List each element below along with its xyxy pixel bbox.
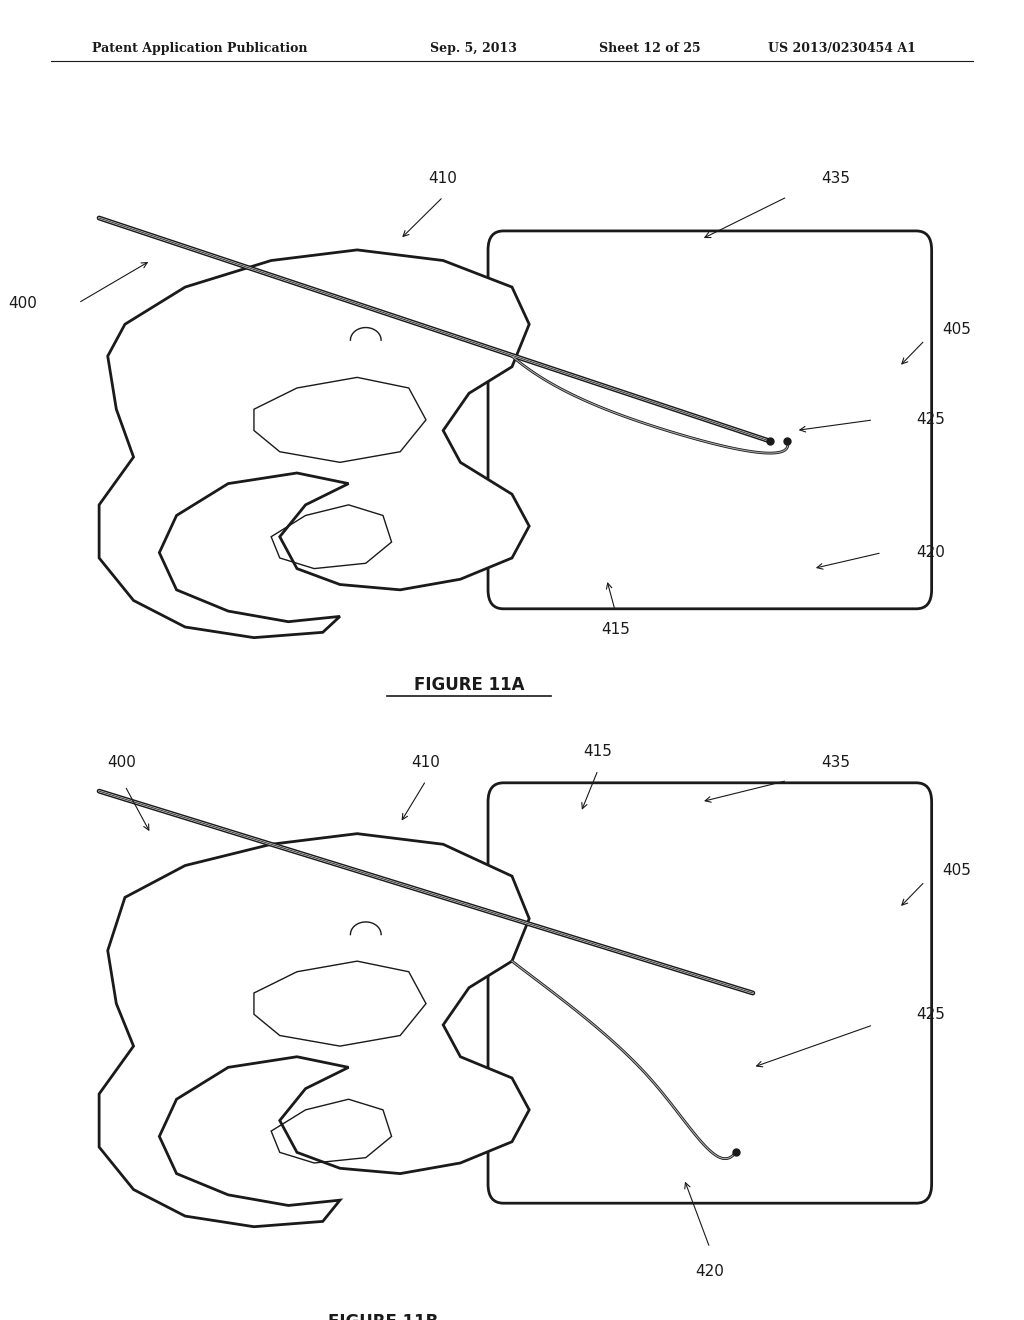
Text: Sep. 5, 2013: Sep. 5, 2013 [430,41,517,54]
FancyBboxPatch shape [488,783,932,1204]
Text: FIGURE 11B: FIGURE 11B [328,1313,438,1320]
Text: FIGURE 11A: FIGURE 11A [414,676,524,694]
Text: 425: 425 [916,1007,945,1022]
Text: 425: 425 [916,412,945,428]
Text: Patent Application Publication: Patent Application Publication [92,41,307,54]
Text: 420: 420 [916,545,945,560]
Text: 435: 435 [821,755,851,770]
Text: Sheet 12 of 25: Sheet 12 of 25 [599,41,700,54]
Text: 435: 435 [821,172,851,186]
Text: 415: 415 [601,622,630,636]
Polygon shape [99,834,529,1226]
Text: 405: 405 [942,322,971,337]
Polygon shape [99,249,529,638]
Text: 400: 400 [8,296,37,310]
Text: 420: 420 [695,1263,724,1279]
Text: 415: 415 [584,744,612,759]
Text: 405: 405 [942,863,971,878]
Text: US 2013/0230454 A1: US 2013/0230454 A1 [768,41,915,54]
Text: 400: 400 [108,755,136,770]
FancyBboxPatch shape [488,231,932,609]
Text: 410: 410 [429,172,458,186]
Text: 410: 410 [412,755,440,770]
